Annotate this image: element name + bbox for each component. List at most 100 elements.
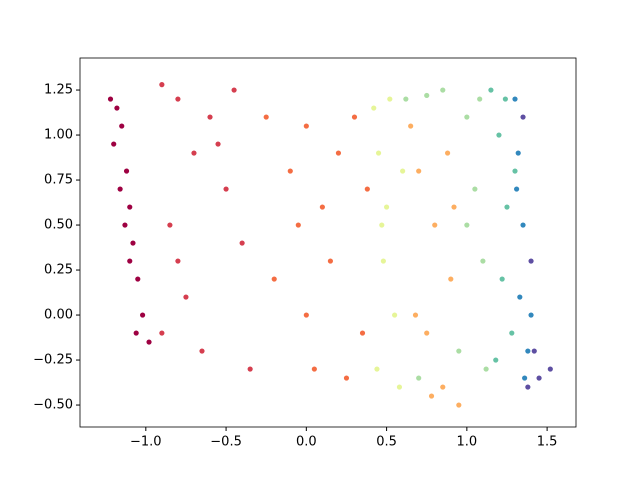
y-tick-label: −0.50 bbox=[33, 398, 73, 413]
point bbox=[517, 294, 523, 300]
point bbox=[335, 150, 342, 156]
point bbox=[424, 330, 430, 336]
point bbox=[159, 330, 165, 336]
point bbox=[512, 168, 518, 174]
y-tick-label: 0.50 bbox=[44, 218, 73, 233]
point bbox=[387, 96, 393, 102]
point bbox=[408, 123, 414, 129]
point bbox=[412, 312, 419, 318]
point bbox=[440, 87, 446, 93]
point bbox=[472, 186, 478, 192]
point bbox=[374, 366, 380, 372]
point bbox=[215, 141, 221, 147]
point bbox=[127, 204, 133, 210]
point bbox=[175, 258, 181, 264]
point bbox=[416, 168, 422, 174]
point bbox=[464, 114, 470, 120]
y-tick-label: 0.00 bbox=[44, 308, 73, 323]
point bbox=[364, 186, 370, 192]
point bbox=[456, 402, 462, 408]
point bbox=[247, 366, 253, 372]
point bbox=[122, 222, 128, 228]
point bbox=[127, 258, 133, 264]
point bbox=[271, 276, 277, 282]
point bbox=[359, 330, 366, 336]
point bbox=[207, 114, 213, 120]
point bbox=[400, 168, 406, 174]
point bbox=[303, 312, 309, 318]
point bbox=[119, 123, 125, 129]
x-tick-label: 0.0 bbox=[296, 435, 317, 450]
y-tick-label: 0.25 bbox=[44, 263, 73, 278]
point bbox=[175, 96, 181, 102]
point bbox=[303, 123, 309, 129]
point bbox=[111, 141, 117, 147]
point bbox=[522, 375, 528, 381]
point bbox=[496, 132, 502, 138]
point bbox=[287, 168, 293, 174]
point bbox=[295, 222, 301, 228]
point bbox=[371, 105, 377, 111]
point bbox=[380, 258, 386, 264]
y-tick-label: 1.00 bbox=[44, 128, 73, 143]
point bbox=[133, 330, 139, 336]
point bbox=[483, 366, 489, 372]
point bbox=[416, 375, 422, 381]
point bbox=[444, 150, 451, 156]
point bbox=[396, 384, 403, 390]
point bbox=[493, 357, 499, 363]
point bbox=[327, 258, 334, 264]
point bbox=[239, 240, 245, 246]
point bbox=[319, 204, 325, 210]
point bbox=[379, 222, 385, 228]
point bbox=[440, 384, 446, 390]
point bbox=[392, 312, 398, 318]
x-tick-label: −1.0 bbox=[130, 435, 162, 450]
point bbox=[515, 150, 521, 156]
point bbox=[448, 276, 454, 282]
point bbox=[502, 96, 508, 102]
point bbox=[117, 186, 123, 192]
point bbox=[263, 114, 269, 120]
point bbox=[123, 168, 130, 174]
point bbox=[528, 258, 534, 264]
x-tick-label: 1.5 bbox=[537, 435, 558, 450]
point bbox=[432, 222, 438, 228]
y-tick-label: 1.25 bbox=[44, 83, 73, 98]
point bbox=[223, 186, 229, 192]
point bbox=[509, 330, 515, 336]
point bbox=[424, 92, 430, 99]
point bbox=[114, 105, 120, 111]
point bbox=[311, 366, 317, 372]
point bbox=[167, 222, 173, 228]
point bbox=[107, 96, 114, 102]
point bbox=[464, 222, 470, 228]
point bbox=[183, 294, 189, 300]
point bbox=[499, 276, 505, 282]
point bbox=[135, 276, 141, 282]
point bbox=[199, 348, 205, 354]
point bbox=[488, 87, 494, 93]
point bbox=[383, 204, 390, 210]
point bbox=[428, 393, 435, 399]
point bbox=[528, 312, 534, 318]
x-tick-label: 1.0 bbox=[457, 435, 478, 450]
point bbox=[536, 375, 542, 381]
point bbox=[140, 312, 146, 318]
y-tick-label: 0.75 bbox=[44, 173, 73, 188]
point bbox=[480, 258, 486, 264]
point bbox=[351, 114, 358, 120]
point bbox=[525, 384, 531, 390]
point bbox=[525, 348, 531, 354]
x-tick-label: 0.5 bbox=[376, 435, 397, 450]
point bbox=[343, 375, 350, 381]
point bbox=[477, 96, 483, 102]
x-tick-label: −0.5 bbox=[210, 435, 242, 450]
point bbox=[403, 96, 409, 102]
point bbox=[504, 204, 510, 210]
y-tick-label: −0.25 bbox=[33, 353, 73, 368]
point bbox=[512, 96, 518, 102]
